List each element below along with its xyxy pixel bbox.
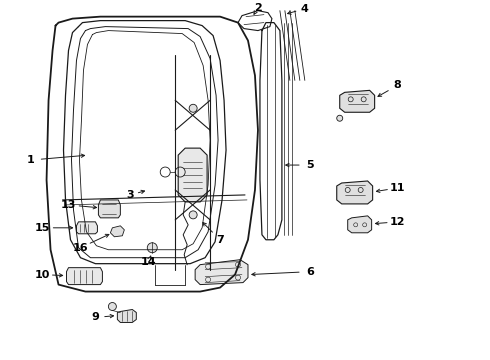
Text: 4: 4 [301,4,309,14]
Text: 16: 16 [73,243,88,253]
Text: 8: 8 [393,80,401,90]
Text: 14: 14 [141,257,156,267]
Circle shape [189,211,197,219]
Text: 12: 12 [390,217,405,227]
Text: 7: 7 [216,235,224,245]
Polygon shape [337,181,372,204]
Circle shape [337,115,343,121]
Text: 1: 1 [27,155,34,165]
Polygon shape [110,226,124,237]
Polygon shape [178,148,207,202]
Circle shape [147,243,157,253]
Polygon shape [98,200,121,218]
Polygon shape [195,260,248,285]
Text: 13: 13 [61,200,76,210]
Text: 11: 11 [390,183,405,193]
Polygon shape [118,310,136,323]
Polygon shape [67,268,102,285]
Text: 5: 5 [306,160,314,170]
Text: 15: 15 [35,223,50,233]
Text: 10: 10 [35,270,50,280]
Polygon shape [348,216,371,233]
Circle shape [108,302,116,310]
Text: 6: 6 [306,267,314,276]
Polygon shape [340,90,375,112]
Text: 2: 2 [254,3,262,13]
Text: 3: 3 [126,190,134,200]
Text: 9: 9 [92,312,99,323]
Polygon shape [76,222,98,234]
Circle shape [189,104,197,112]
